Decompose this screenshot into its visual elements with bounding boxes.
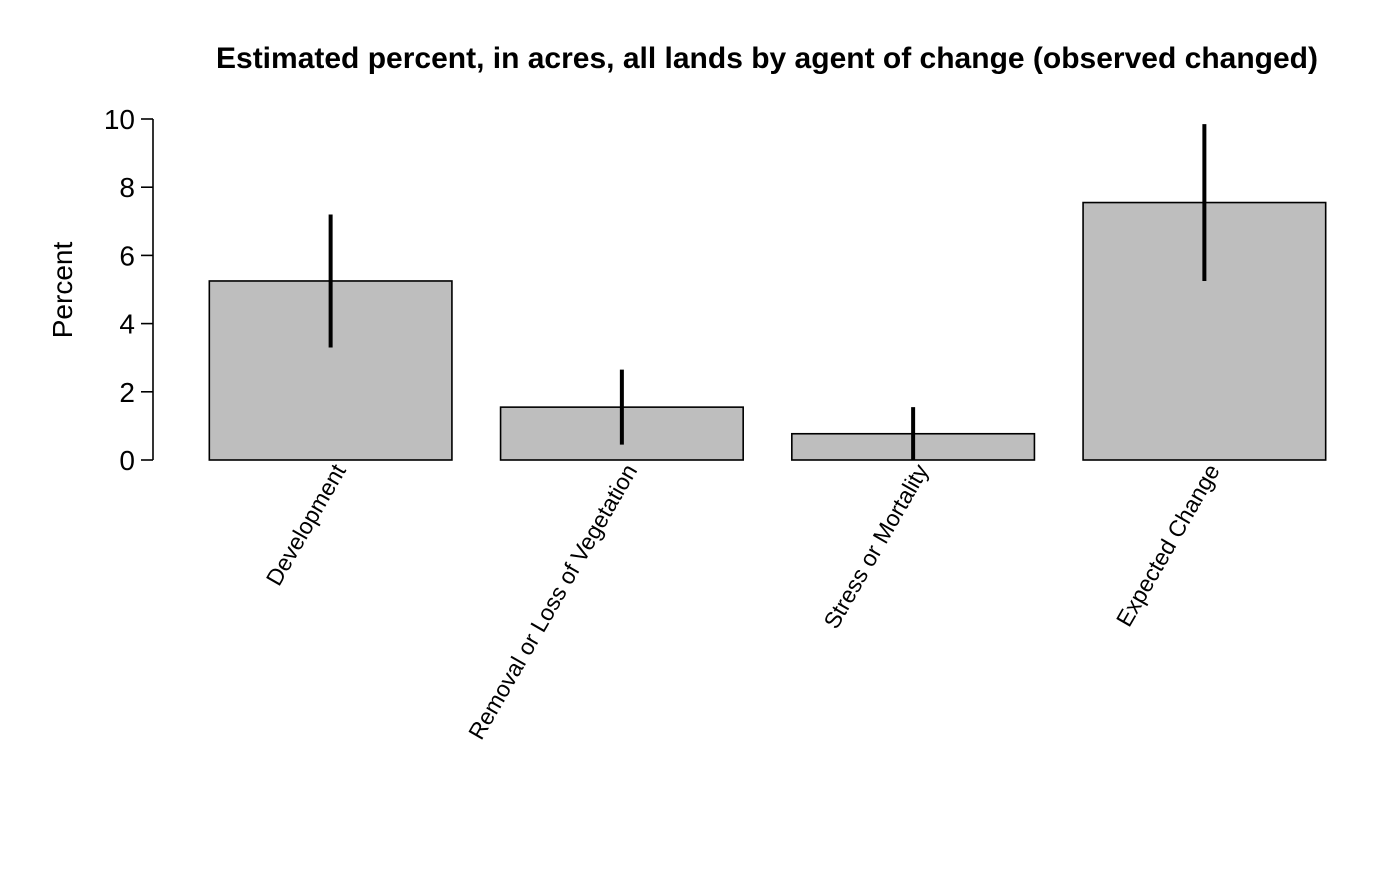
error-bars-group xyxy=(328,124,1207,460)
y-tick-label: 6 xyxy=(119,240,135,271)
x-category-label: Stress or Mortality xyxy=(818,459,933,633)
y-tick-label: 10 xyxy=(104,104,135,135)
y-tick-label: 0 xyxy=(119,445,135,476)
chart-title: Estimated percent, in acres, all lands b… xyxy=(216,42,1318,75)
y-tick-label: 4 xyxy=(119,309,135,340)
y-axis: 0 2 4 6 8 10 xyxy=(104,104,154,476)
x-category-labels: Development Removal or Loss of Vegetation… xyxy=(261,459,1225,744)
x-category-label: Removal or Loss of Vegetation xyxy=(463,460,642,744)
y-tick-label: 2 xyxy=(119,377,135,408)
y-tick-label: 8 xyxy=(119,172,135,203)
bars-group xyxy=(208,201,1327,461)
y-axis-label: Percent xyxy=(47,242,78,339)
x-category-label: Expected Change xyxy=(1111,460,1225,631)
x-category-label: Development xyxy=(261,459,352,590)
